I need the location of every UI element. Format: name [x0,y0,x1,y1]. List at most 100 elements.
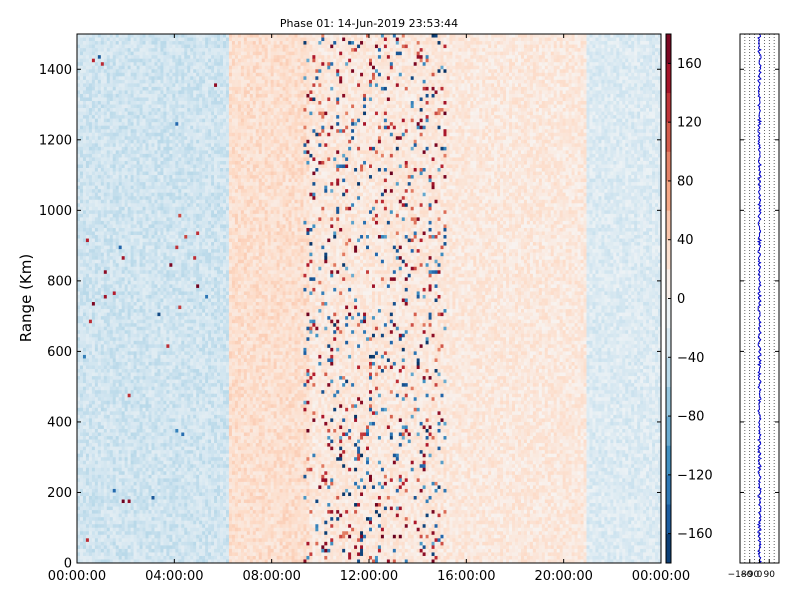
heatmap-cell [154,354,158,359]
heatmap-cell [154,132,158,137]
heatmap-cell [121,196,125,201]
heatmap-cell [145,305,149,310]
heatmap-cell [136,531,140,536]
heatmap-cell [157,104,161,109]
heatmap-cell [142,277,146,282]
heatmap-cell [112,319,117,324]
heatmap-cell [85,531,90,536]
heatmap-cell [163,421,167,426]
heatmap-cell [97,220,102,225]
heatmap-cell [154,326,158,331]
heatmap-cell [163,372,167,377]
heatmap-cell [112,72,117,77]
heatmap-cell [172,143,176,148]
heatmap-cell [145,291,149,296]
heatmap-cell [154,72,158,77]
heatmap-cell [157,210,161,215]
heatmap-cell [172,178,176,183]
heatmap-cell [94,326,99,331]
heatmap-cell [151,369,155,373]
heatmap-cell [166,69,170,74]
heatmap-cell [175,86,179,91]
heatmap-cell [154,249,158,253]
heatmap-cell [79,305,84,310]
heatmap-cell [127,298,131,303]
heatmap-cell [145,104,149,109]
heatmap-cell [100,534,105,539]
heatmap-cell [112,238,117,243]
heatmap-cell [112,150,117,155]
heatmap-cell [85,97,90,102]
heatmap-cell [94,277,99,282]
heatmap-cell [130,481,134,486]
heatmap-cell [100,397,105,402]
heatmap-cell [151,76,155,81]
heatmap-cell [154,351,158,356]
heatmap-cell [124,369,128,373]
heatmap-cell [133,175,137,179]
heatmap-cell [97,171,102,176]
heatmap-cell [115,164,120,169]
heatmap-cell [136,365,140,370]
heatmap-cell [142,425,146,430]
heatmap-cell [112,199,117,204]
heatmap-cell [160,316,164,320]
heatmap-cell [100,245,105,250]
heatmap-cell [118,453,122,458]
heatmap-cell [142,238,146,243]
heatmap-cell [85,259,90,264]
heatmap-cell [154,407,158,412]
heatmap-cell [91,464,96,469]
heatmap-cell [124,323,128,328]
heatmap-cell [154,488,158,493]
heatmap-cell [109,510,114,514]
heatmap-cell [82,545,87,550]
heatmap-cell [121,326,125,331]
heatmap-cell [142,118,146,123]
heatmap-cell [151,175,155,179]
heatmap-cell [157,164,161,169]
heatmap-cell [145,125,149,130]
heatmap-cell [94,83,99,88]
heatmap-cell [109,439,114,444]
heatmap-cell [127,104,131,109]
heatmap-cell [136,118,140,123]
heatmap-cell [115,153,120,158]
heatmap-cell [130,83,134,88]
heatmap-cell [157,457,161,462]
heatmap-cell [148,235,152,239]
heatmap-cell [124,471,128,476]
heatmap-cell [139,97,143,102]
heatmap-cell [103,559,108,564]
heatmap-cell [109,411,114,416]
heatmap-cell [100,541,105,546]
heatmap-cell [154,305,158,310]
heatmap-cell [77,457,81,462]
heatmap-cell [160,62,164,67]
heatmap-cell [163,199,167,204]
heatmap-cell [79,93,84,98]
heatmap-cell [145,69,149,74]
heatmap-cell [94,153,99,158]
heatmap-cell [121,428,125,433]
heatmap-cell [151,474,155,479]
heatmap-cell [112,365,117,370]
heatmap-cell [100,62,105,67]
heatmap-cell [127,421,131,426]
heatmap-cell [139,178,143,183]
heatmap-cell [157,122,161,126]
heatmap-cell [157,227,161,232]
heatmap-cell [127,192,131,197]
heatmap-cell [88,227,93,232]
heatmap-cell [118,337,122,342]
heatmap-cell [127,139,131,144]
heatmap-cell [160,545,164,550]
heatmap-cell [79,227,84,232]
heatmap-cell [157,531,161,536]
heatmap-cell [136,220,140,225]
heatmap-cell [77,436,81,440]
heatmap-cell [85,499,90,504]
heatmap-cell [172,330,176,335]
heatmap-cell [127,457,131,462]
heatmap-cell [160,213,164,218]
